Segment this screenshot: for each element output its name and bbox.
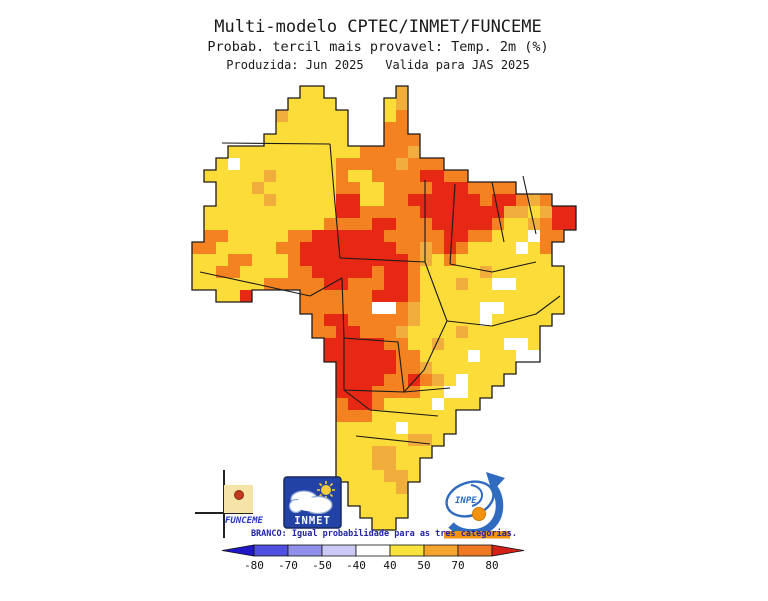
inpe-swirl-icon — [470, 484, 483, 507]
state-border-line — [491, 295, 561, 327]
state-border-line — [491, 181, 505, 243]
legend-segment — [423, 544, 459, 557]
legend-segment — [457, 544, 493, 557]
map-grid — [192, 86, 576, 530]
plot-subtitle: Probab. tercil mais provavel: Temp. 2m (… — [207, 39, 549, 56]
inpe-globe-icon — [472, 507, 486, 521]
legend-segment — [389, 544, 425, 557]
state-border-line — [199, 271, 311, 297]
legend-segment — [355, 544, 391, 557]
inpe-banner — [444, 531, 510, 539]
legend-tick-label: 50 — [417, 559, 430, 572]
state-border-line — [522, 175, 537, 235]
inmet-sun-icon — [317, 481, 335, 499]
inpe-logo: INPE — [444, 472, 510, 539]
inmet-clouds-icon — [288, 490, 333, 515]
funceme-label: FUNCEME — [225, 516, 264, 526]
inpe-label: INPE — [455, 496, 477, 506]
legend-tick-label: -40 — [346, 559, 366, 572]
legend-tick-label: 80 — [485, 559, 498, 572]
state-border-line — [329, 143, 341, 259]
legend-arrow-left — [221, 544, 255, 557]
plot-title: Multi-modelo CPTEC/INMET/FUNCEME — [214, 17, 542, 37]
country-outline-path — [191, 85, 577, 531]
legend-tick-label: -80 — [244, 559, 264, 572]
state-border-line — [403, 387, 451, 393]
inmet-logo: INMET — [283, 476, 342, 529]
state-border-line — [449, 183, 456, 265]
legend-tick-label: 70 — [451, 559, 464, 572]
legend-segment — [321, 544, 357, 557]
state-border-line — [403, 320, 448, 393]
legend-arrow-right — [491, 544, 525, 557]
inmet-label: INMET — [294, 515, 331, 527]
state-border-line — [343, 389, 439, 417]
funceme-logo: FUNCEME — [195, 470, 264, 538]
state-border-line — [449, 261, 537, 273]
state-border-line — [221, 142, 331, 145]
country-outline — [191, 85, 577, 531]
legend-note: BRANCO: Igual probabilidade para as tres… — [250, 529, 518, 539]
state-borders — [199, 142, 561, 445]
state-border-line — [309, 277, 345, 339]
legend-segment — [253, 544, 289, 557]
legend-colorbar: -80 -70 -50 -40 40 50 70 80 — [221, 544, 525, 572]
legend-tick-label: 40 — [383, 559, 396, 572]
legend-tick-label: -50 — [312, 559, 332, 572]
title-block: Multi-modelo CPTEC/INMET/FUNCEME Probab.… — [0, 17, 756, 72]
state-border-line — [355, 435, 431, 445]
funceme-dot-icon — [234, 490, 244, 500]
plot-issue-valid-dates: Produzida: Jun 2025 Valida para JAS 2025 — [226, 57, 530, 72]
legend-tick-label: -70 — [278, 559, 298, 572]
legend-segment — [287, 544, 323, 557]
state-border-line — [339, 257, 426, 263]
